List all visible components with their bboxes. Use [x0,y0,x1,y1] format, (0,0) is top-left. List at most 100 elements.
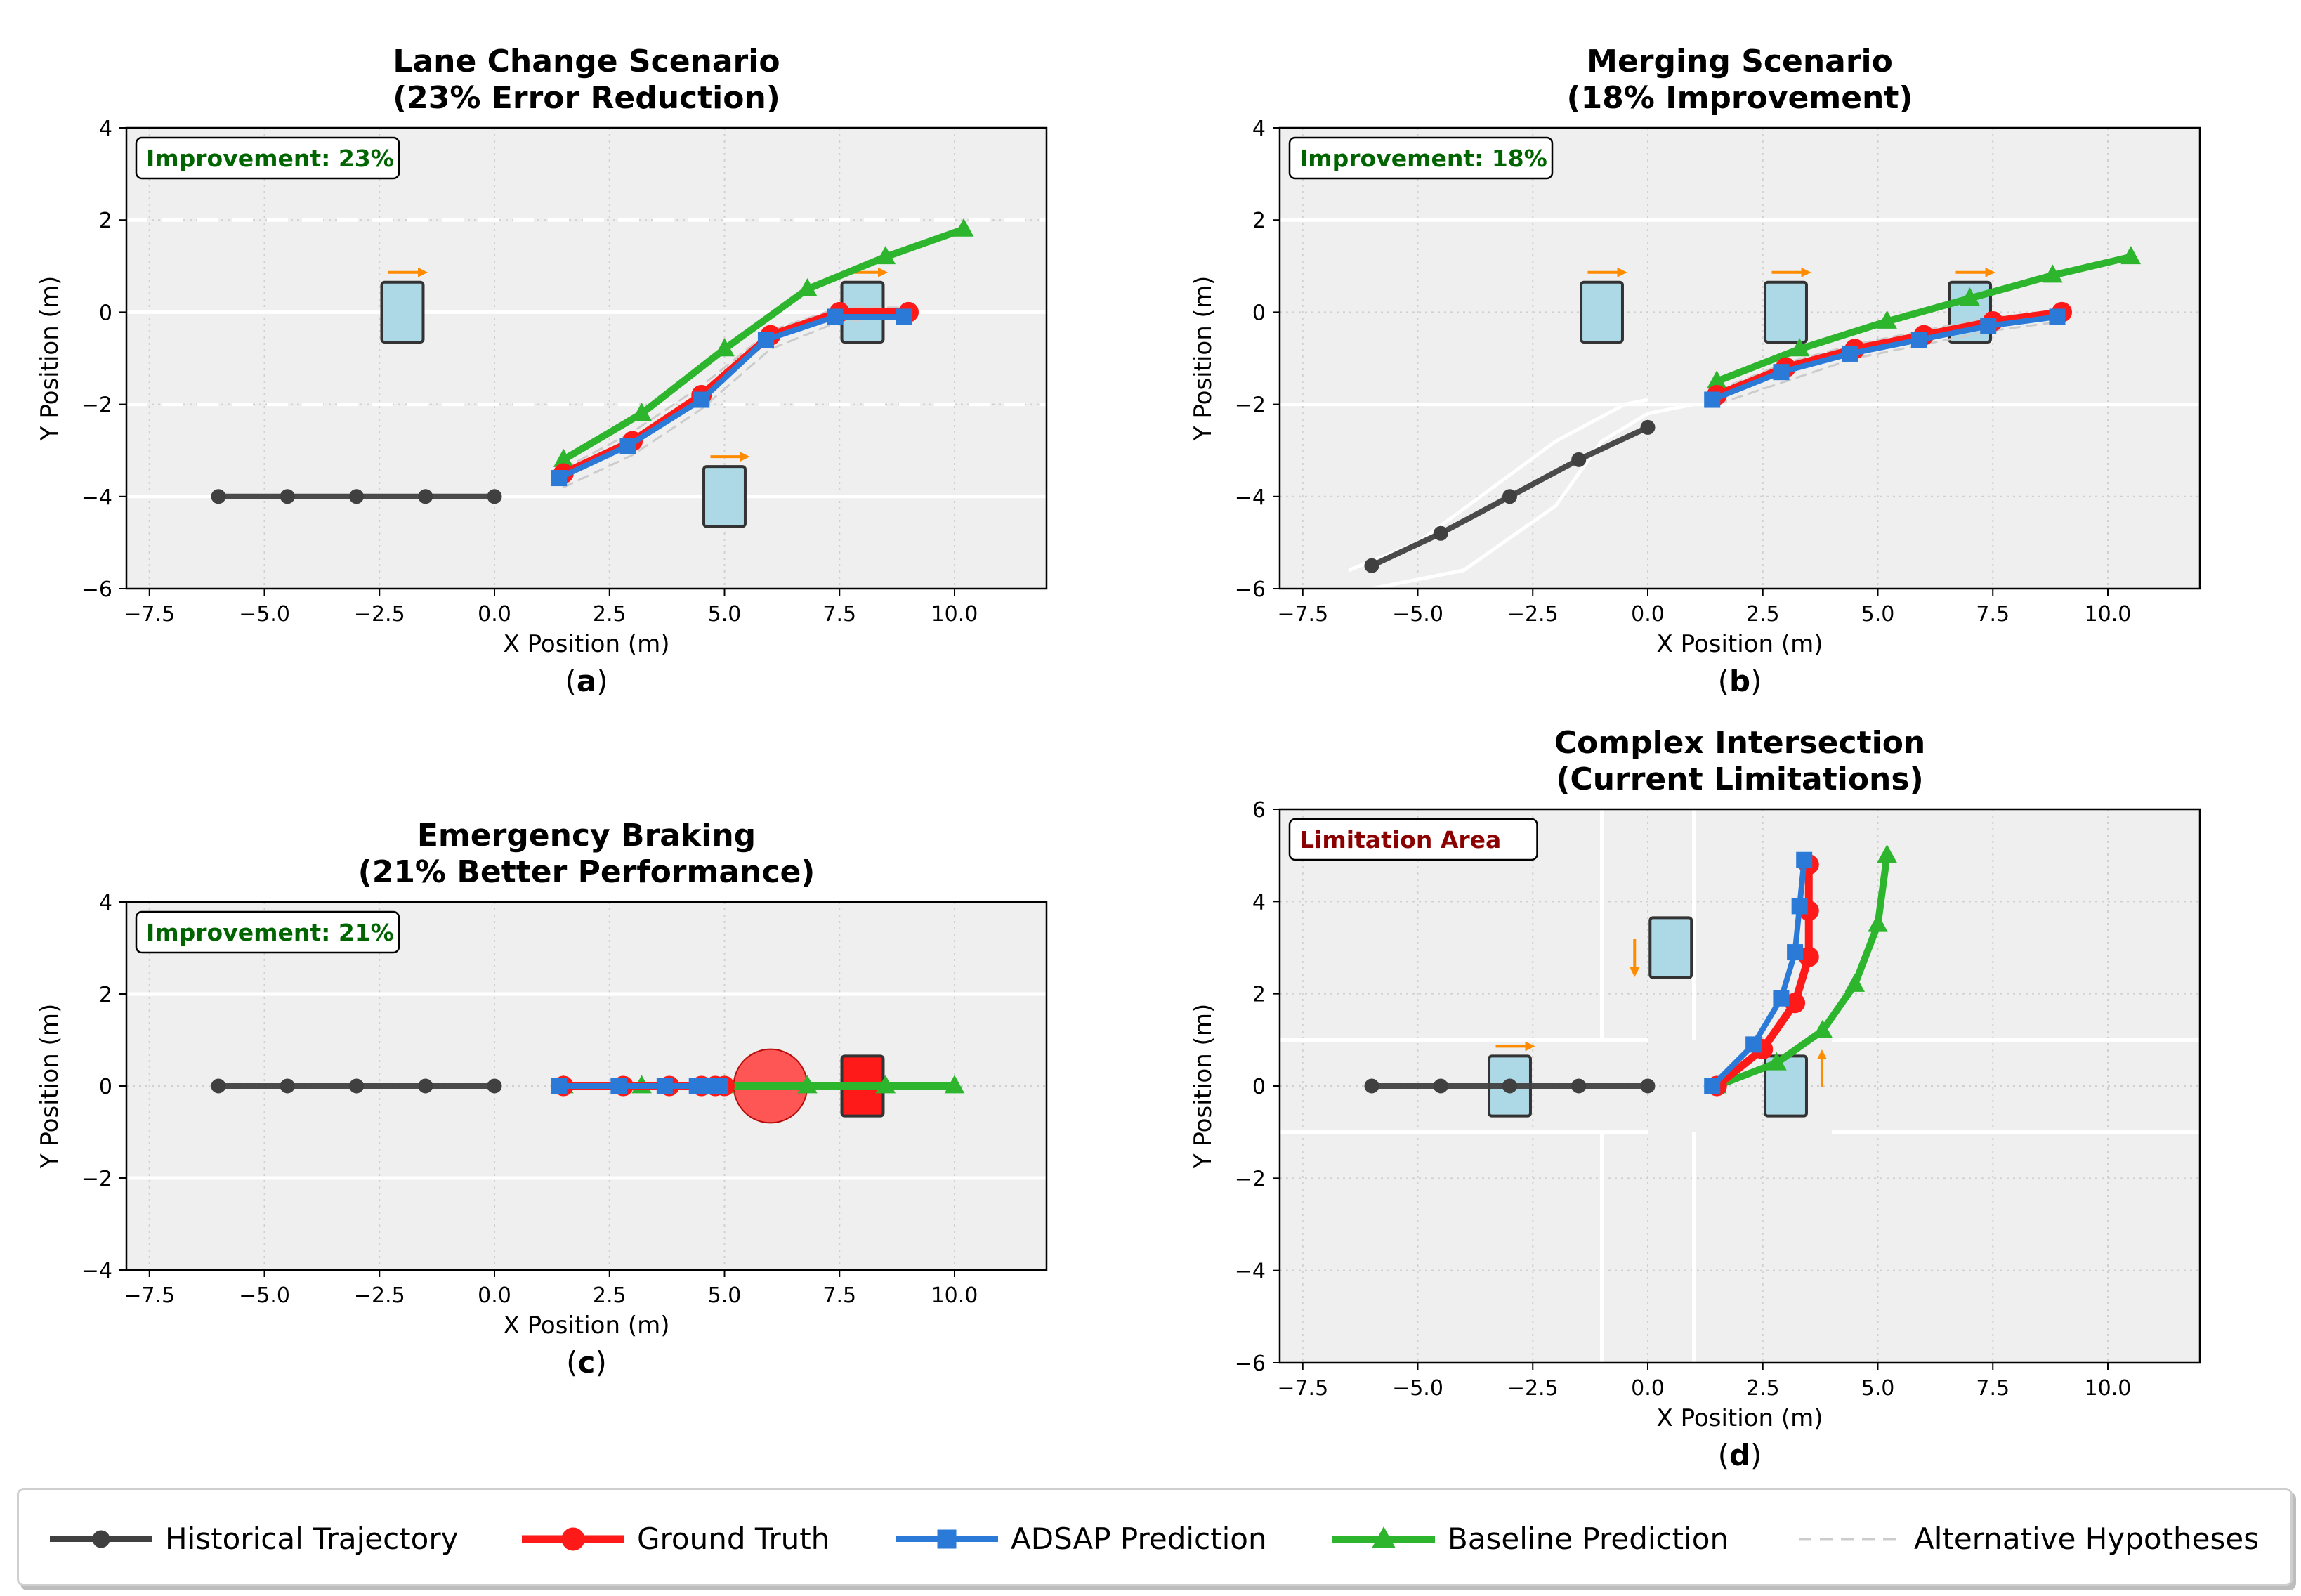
data-point [896,308,912,325]
vehicle-arrow-head [1617,267,1627,277]
y-axis-label: Y Position (m) [36,1004,64,1169]
vehicle-box [1764,280,1808,344]
chart-title: Emergency Braking [417,818,756,853]
data-point [551,1078,568,1094]
series-alternative [1715,320,2063,406]
x-tick-label: −5.0 [1392,602,1443,627]
y-tick-label: 0 [1252,301,1266,325]
y-tick-label: −2 [81,1167,112,1191]
badge-text: Limitation Area [1299,826,1501,853]
legend-label-historical: Historical Trajectory [165,1522,459,1556]
badge-box [1288,818,1538,861]
data-point [875,246,896,265]
data-point [1812,1019,1833,1038]
vehicle-box [702,465,747,528]
x-tick-label: 7.5 [1976,602,2010,627]
axes-frame [125,126,1048,590]
data-point [1796,851,1813,868]
plot-area [1280,128,2200,589]
data-point [211,489,226,504]
y-tick-label: 6 [1252,798,1266,823]
data-point [349,489,364,504]
series-line [1713,851,1891,1090]
data-point [610,1078,627,1094]
legend-marker [92,1530,110,1548]
data-point [1706,370,1727,389]
chart-title: Complex Intersection [1554,725,1926,761]
data-point [1791,898,1808,915]
legend-label-alternative: Alternative Hypotheses [1914,1522,2260,1556]
legend-label-ground-truth: Ground Truth [637,1522,830,1556]
y-axis-label: Y Position (m) [36,276,64,441]
x-tick-label: 5.0 [1861,602,1895,627]
data-point [280,1078,295,1094]
series-line [1709,313,2060,403]
series-line [1715,320,2063,406]
data-point [487,1078,502,1094]
x-tick-label: 5.0 [708,602,742,627]
panel-b: −7.5 −5.0 −2.5 0.0 2.5 5.0 7.5 10.0 −6 −4 −2 0 2 4 X P… [1189,44,2201,698]
y-tick-label: 4 [1252,890,1266,915]
badge-box [135,910,400,954]
badge-text: Improvement: 21% [146,919,394,946]
x-tick-label: −2.5 [354,1283,405,1308]
plot-content [126,128,1047,589]
y-tick-label: −4 [81,1259,112,1283]
x-tick-label: −5.0 [1392,1376,1443,1401]
vehicle-box [380,280,425,344]
vehicle-arrow-head [1630,967,1640,977]
chart-title: Merging Scenario [1587,44,1893,79]
y-tick-label: −6 [81,577,112,602]
x-tick-label: 2.5 [593,1283,627,1308]
x-tick-label: −2.5 [1507,1376,1559,1401]
data-point [418,489,433,504]
y-tick-label: 0 [99,301,112,325]
badge-box [135,136,400,180]
panel-d: −7.5 −5.0 −2.5 0.0 2.5 5.0 7.5 10.0 −6 −4 −2 0 2 4 6 X … [1189,725,2201,1472]
legend-marker [1372,1526,1396,1548]
y-tick-label: 4 [99,117,112,141]
chart-subtitle: (23% Error Reduction) [393,80,780,116]
series-line [562,315,910,489]
y-tick-label: 2 [99,209,112,233]
data-point [1910,332,1927,348]
data-point [1789,338,1810,357]
legend-label-baseline: Baseline Prediction [1448,1522,1729,1556]
chart-title: Lane Change Scenario [393,44,780,79]
x-tick-label: 7.5 [1976,1376,2010,1401]
vehicle-arrow-head [1985,267,1995,277]
data-point [1980,318,1997,334]
panel-label: (d) [1718,1438,1762,1472]
data-point [2120,246,2142,265]
y-tick-label: 2 [99,983,112,1007]
data-point [1364,1078,1379,1094]
series-historical [211,489,502,504]
x-tick-label: 2.5 [593,602,627,627]
x-tick-label: 2.5 [1746,602,1780,627]
badge-box [1288,136,1554,180]
data-point [1640,1078,1656,1094]
data-point [1571,1078,1587,1094]
data-point [714,338,735,357]
data-point [1364,558,1379,573]
data-point [1787,944,1804,961]
y-tick-label: −4 [1235,1260,1266,1284]
x-tick-label: 7.5 [822,602,856,627]
plot-content [126,902,1047,1270]
plot-area [126,128,1047,589]
data-point [1745,1036,1762,1053]
series-line [560,225,968,464]
x-tick-label: 0.0 [478,1283,511,1308]
legend-swatch-alternative [1799,1538,1901,1541]
x-axis-label: X Position (m) [504,1312,670,1340]
legend-swatch-baseline [1332,1526,1435,1548]
data-point [688,1078,705,1094]
series-adsap [551,1078,728,1094]
panel-label: (a) [565,664,608,698]
x-axis-label: X Position (m) [1657,630,1823,658]
data-point [1433,525,1448,541]
x-tick-label: −2.5 [1507,602,1559,627]
series-baseline [1706,844,1897,1094]
x-tick-label: −7.5 [124,1283,175,1308]
data-point [656,1078,673,1094]
